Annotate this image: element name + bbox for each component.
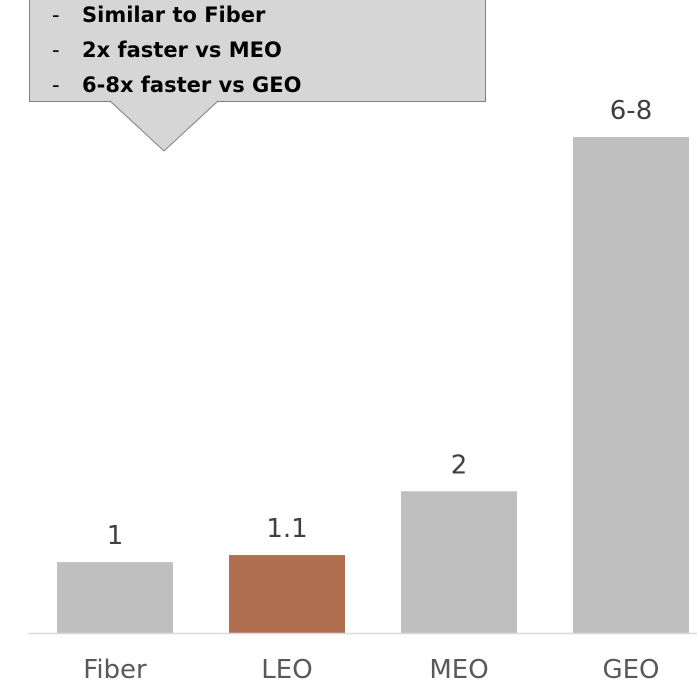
- bar-fiber: [57, 562, 173, 633]
- value-label-fiber: 1: [107, 521, 124, 551]
- category-label-leo: LEO: [261, 655, 312, 685]
- value-label-meo: 2: [451, 450, 468, 480]
- callout-item-text: 6-8x faster vs GEO: [82, 73, 302, 97]
- bullet-dash: -: [52, 33, 82, 68]
- bullet-dash: -: [52, 0, 82, 33]
- bar-meo: [401, 491, 517, 633]
- bar-geo: [573, 137, 689, 633]
- category-labels-group: Fiber LEO MEO GEO: [83, 655, 659, 685]
- callout-item: -6-8x faster vs GEO: [52, 68, 302, 103]
- callout-item: -2x faster vs MEO: [52, 33, 302, 68]
- callout-box: - Similar to Fiber -2x faster vs MEO -6-8…: [29, 0, 486, 102]
- callout-item-text: Similar to Fiber: [82, 3, 265, 27]
- value-label-geo: 6-8: [610, 96, 652, 126]
- category-label-geo: GEO: [602, 655, 659, 685]
- value-labels-group: 1 1.1 2 6-8: [107, 96, 653, 551]
- category-label-meo: MEO: [429, 655, 488, 685]
- callout-item-text: 2x faster vs MEO: [82, 38, 282, 62]
- category-label-fiber: Fiber: [83, 655, 147, 685]
- value-label-leo: 1.1: [266, 514, 307, 544]
- bullet-dash: -: [52, 68, 82, 103]
- bars-group: [57, 137, 689, 633]
- bar-leo: [229, 555, 345, 633]
- callout-item: - Similar to Fiber: [52, 0, 302, 33]
